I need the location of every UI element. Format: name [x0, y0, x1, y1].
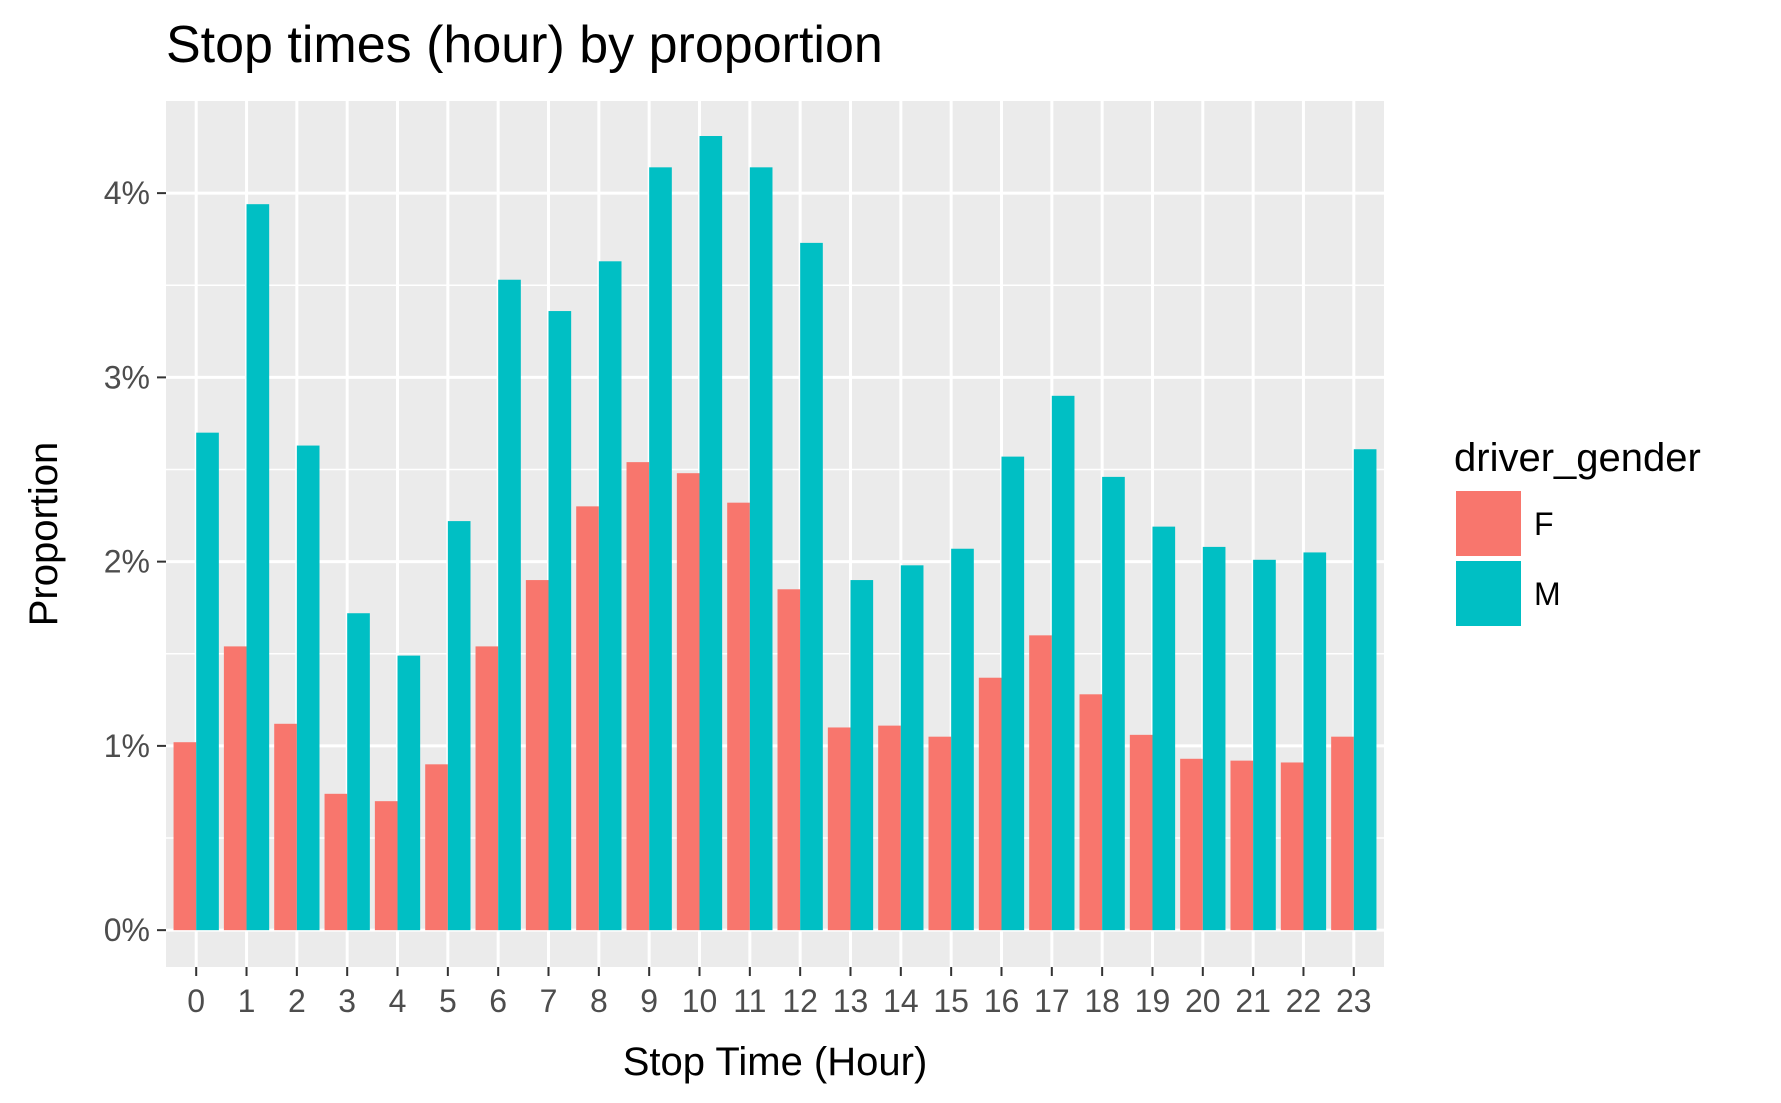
- x-tick-label: 8: [590, 983, 608, 1019]
- legend-label-m: M: [1534, 576, 1561, 612]
- x-tick-label: 11: [733, 983, 766, 1019]
- bar-f-hour-16: [978, 677, 1002, 931]
- bar-m-hour-22: [1303, 552, 1327, 931]
- bar-m-hour-1: [246, 204, 270, 931]
- bar-m-hour-18: [1102, 476, 1125, 931]
- bar-m-hour-8: [598, 261, 622, 931]
- bar-f-hour-12: [777, 589, 801, 931]
- bar-m-hour-0: [196, 432, 219, 931]
- chart-title: Stop times (hour) by proportion: [166, 16, 883, 74]
- bar-f-hour-3: [324, 793, 348, 931]
- x-axis: 0 1 2 3 4 5 6 7 8 9 10 11 12 13 14 15 16 17 18 19 20 21 22 23: [187, 967, 1372, 1019]
- x-tick-label: 1: [238, 983, 256, 1019]
- bar-f-hour-11: [727, 502, 750, 931]
- bar-f-hour-18: [1079, 694, 1103, 931]
- bar-f-hour-1: [223, 646, 247, 931]
- bar-f-hour-15: [928, 736, 952, 931]
- bar-f-hour-20: [1180, 758, 1203, 931]
- x-tick-label: 0: [187, 983, 205, 1019]
- bar-f-hour-6: [475, 646, 499, 931]
- bar-m-hour-3: [347, 613, 370, 931]
- bar-m-hour-23: [1353, 449, 1377, 931]
- bar-m-hour-13: [850, 580, 874, 931]
- x-tick-label: 23: [1336, 983, 1372, 1019]
- bar-m-hour-14: [900, 565, 924, 931]
- x-tick-label: 4: [389, 983, 407, 1019]
- x-tick-label: 21: [1235, 983, 1271, 1019]
- bar-f-hour-21: [1230, 760, 1254, 931]
- bar-f-hour-2: [274, 723, 297, 931]
- x-tick-label: 13: [833, 983, 869, 1019]
- y-tick-label: 1%: [104, 728, 150, 764]
- bar-f-hour-22: [1280, 762, 1304, 931]
- x-tick-label: 18: [1084, 983, 1120, 1019]
- bar-m-hour-11: [749, 167, 773, 931]
- y-tick-label: 4%: [104, 175, 150, 211]
- x-tick-label: 9: [640, 983, 658, 1019]
- bars: [173, 136, 1377, 931]
- x-tick-label: 6: [489, 983, 507, 1019]
- legend-key-f: [1456, 491, 1521, 556]
- x-tick-label: 15: [933, 983, 969, 1019]
- bar-f-hour-7: [525, 580, 549, 931]
- bar-m-hour-7: [548, 311, 572, 931]
- y-tick-label: 0%: [104, 912, 150, 948]
- bar-f-hour-0: [173, 742, 197, 931]
- y-tick-label: 2%: [104, 544, 150, 580]
- x-axis-title: Stop Time (Hour): [623, 1040, 928, 1084]
- x-tick-label: 22: [1286, 983, 1322, 1019]
- bar-f-hour-17: [1029, 635, 1052, 931]
- bar-m-hour-20: [1202, 546, 1226, 931]
- legend-title: driver_gender: [1454, 436, 1701, 480]
- bar-m-hour-4: [397, 655, 421, 931]
- bar-m-hour-17: [1051, 395, 1075, 931]
- bar-f-hour-23: [1331, 736, 1354, 931]
- y-tick-label: 3%: [104, 359, 150, 395]
- x-tick-label: 20: [1185, 983, 1221, 1019]
- legend-label-f: F: [1534, 506, 1554, 542]
- bar-m-hour-15: [951, 548, 974, 931]
- x-tick-label: 17: [1034, 983, 1070, 1019]
- bar-f-hour-19: [1129, 734, 1153, 931]
- bar-m-hour-10: [699, 136, 723, 931]
- bar-m-hour-9: [649, 167, 672, 931]
- bar-f-hour-9: [626, 462, 650, 931]
- bar-m-hour-5: [447, 521, 471, 931]
- bar-m-hour-2: [296, 445, 320, 931]
- x-tick-label: 5: [439, 983, 457, 1019]
- y-axis-title: Proportion: [22, 442, 66, 627]
- bar-f-hour-13: [827, 727, 851, 931]
- x-tick-label: 16: [984, 983, 1020, 1019]
- legend-key-m: [1456, 561, 1521, 626]
- x-tick-label: 10: [682, 983, 718, 1019]
- x-tick-label: 3: [338, 983, 356, 1019]
- bar-f-hour-4: [374, 801, 398, 931]
- bar-f-hour-10: [676, 473, 700, 931]
- y-axis: 0% 1% 2% 3% 4%: [104, 175, 166, 948]
- legend: driver_gender F M: [1454, 436, 1701, 626]
- bar-f-hour-8: [576, 506, 599, 931]
- bar-m-hour-16: [1001, 456, 1025, 931]
- x-tick-label: 19: [1135, 983, 1171, 1019]
- x-tick-label: 12: [782, 983, 818, 1019]
- bar-m-hour-21: [1253, 559, 1276, 931]
- x-tick-label: 7: [540, 983, 558, 1019]
- x-tick-label: 14: [883, 983, 919, 1019]
- bar-f-hour-5: [425, 764, 448, 931]
- bar-m-hour-6: [498, 279, 521, 931]
- x-tick-label: 2: [288, 983, 306, 1019]
- bar-f-hour-14: [878, 725, 901, 931]
- bar-m-hour-19: [1152, 526, 1176, 931]
- bar-m-hour-12: [800, 242, 823, 931]
